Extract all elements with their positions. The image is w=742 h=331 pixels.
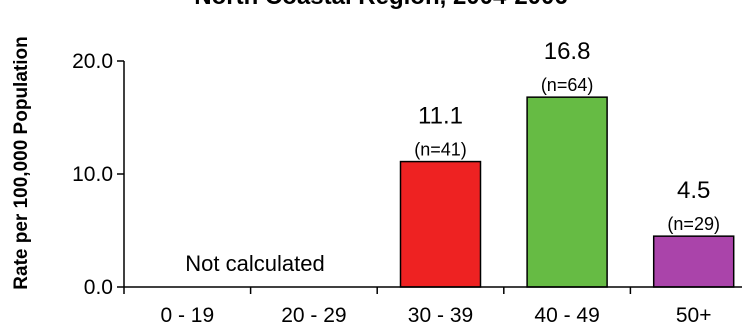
x-tick-label: 50+: [676, 304, 712, 327]
chart-title: North Coastal Region, 2004-2006: [194, 0, 567, 10]
y-tick-label: 20.0: [72, 50, 113, 73]
x-tick-label: 30 - 39: [408, 304, 473, 327]
bar-50: [652, 235, 735, 288]
y-tick-label: 10.0: [72, 163, 113, 186]
x-tick-label: 40 - 49: [534, 304, 599, 327]
x-tick-label: 20 - 29: [281, 304, 346, 327]
labels-group: (n=41) 11.1 (n=64) 16.8 (n=29) 4.5: [414, 38, 720, 234]
value-label: 4.5: [677, 177, 710, 204]
bars-group: [399, 96, 735, 288]
bar-40-49: [526, 96, 608, 288]
axes-group: 0.0 10.0 20.0 0 - 19 20 - 29 30 - 39 40 - 49 50…: [72, 50, 742, 327]
y-tick-label: 0.0: [84, 276, 113, 299]
n-label: (n=41): [414, 140, 467, 160]
y-axis-label: Rate per 100,000 Population: [11, 36, 32, 289]
bar-30-39: [399, 160, 482, 288]
n-label: (n=64): [541, 75, 594, 95]
value-label: 11.1: [418, 103, 463, 130]
n-label: (n=29): [667, 214, 720, 234]
value-label: 16.8: [544, 38, 591, 65]
not-calculated-note: Not calculated: [185, 251, 324, 276]
x-tick-label: 0 - 19: [160, 304, 214, 327]
